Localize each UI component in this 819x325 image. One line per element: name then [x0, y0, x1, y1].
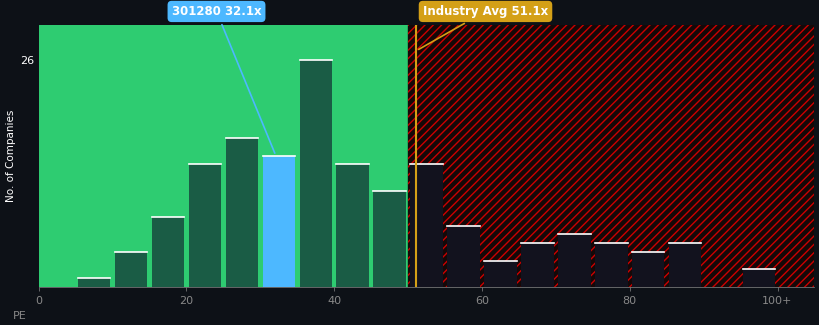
Bar: [225, 138, 258, 287]
Bar: [38, 25, 408, 287]
Text: Industry Avg 51.1x: Industry Avg 51.1x: [419, 5, 547, 49]
Bar: [410, 164, 442, 287]
Text: 301280 32.1x: 301280 32.1x: [171, 5, 274, 153]
Bar: [299, 59, 332, 287]
Bar: [408, 25, 813, 287]
Bar: [631, 252, 663, 287]
Bar: [446, 226, 479, 287]
X-axis label: PE: PE: [12, 310, 26, 320]
Y-axis label: No. of Companies: No. of Companies: [6, 110, 16, 202]
Bar: [188, 164, 221, 287]
Bar: [262, 156, 295, 287]
Bar: [336, 164, 369, 287]
Bar: [115, 252, 147, 287]
Bar: [521, 243, 553, 287]
Bar: [558, 234, 590, 287]
Bar: [373, 191, 405, 287]
Bar: [742, 269, 774, 287]
Bar: [78, 278, 111, 287]
Bar: [152, 217, 184, 287]
Bar: [408, 7, 813, 287]
Bar: [483, 261, 516, 287]
Bar: [595, 243, 627, 287]
Bar: [668, 243, 700, 287]
